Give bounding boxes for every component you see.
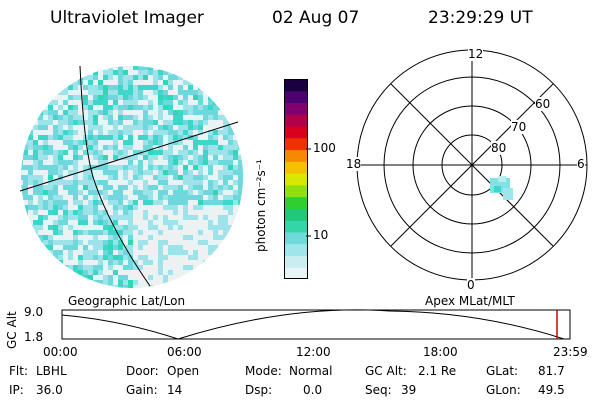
lat-label-80: 80 xyxy=(491,141,507,155)
latitude-parallel-line xyxy=(19,121,239,192)
gc-alt-value: 2.1 Re xyxy=(418,364,457,378)
timeline-xtick-1200: 12:00 xyxy=(296,345,331,359)
ip-value: 36.0 xyxy=(36,383,63,397)
colorbar-segment xyxy=(284,208,308,221)
apex-label: Apex MLat/MLT xyxy=(425,294,515,308)
ip-label: IP: xyxy=(9,383,24,397)
polar-mlat-mlt-plot xyxy=(356,49,588,281)
mlt-label-6: 6 xyxy=(577,157,585,171)
seq-label: Seq: xyxy=(365,383,392,397)
timeline-xtick-2359: 23:59 xyxy=(553,345,588,359)
colorbar xyxy=(284,79,308,279)
colorbar-segment xyxy=(284,196,308,209)
colorbar-segment xyxy=(284,137,308,151)
colorbar-segment xyxy=(284,149,308,162)
colorbar-segment xyxy=(284,79,308,92)
mlt-diagonal-2 xyxy=(390,83,554,247)
timeline-ytick-min: 1.8 xyxy=(24,330,44,344)
colorbar-segment xyxy=(284,161,308,174)
time-label: 23:29:29 UT xyxy=(428,8,533,28)
uv-earth-image xyxy=(19,65,243,288)
altitude-timeline xyxy=(61,309,571,340)
date-label: 02 Aug 07 xyxy=(272,8,360,28)
flt-value: LBHL xyxy=(36,364,67,378)
gc-alt-label: GC Alt: xyxy=(365,364,407,378)
longitude-meridian-line xyxy=(79,65,151,287)
gain-value: 14 xyxy=(167,383,183,397)
instrument-title: Ultraviolet Imager xyxy=(50,8,204,28)
gain-label: Gain: xyxy=(126,383,158,397)
colorbar-ticks xyxy=(306,148,311,237)
glon-value: 49.5 xyxy=(538,383,565,397)
flt-label: Flt: xyxy=(9,364,28,378)
glon-label: GLon: xyxy=(486,383,521,397)
mode-label: Mode: xyxy=(245,364,282,378)
colorbar-segment xyxy=(284,173,308,186)
mlt-label-12: 12 xyxy=(468,47,484,61)
timeline-ylabel: GC Alt xyxy=(5,311,19,349)
colorbar-tick-100: 100 xyxy=(313,141,336,155)
seq-value: 39 xyxy=(401,383,417,397)
dsp-label: Dsp: xyxy=(245,383,273,397)
colorbar-segment xyxy=(284,102,308,115)
door-value: Open xyxy=(167,364,200,378)
dsp-value: 0.0 xyxy=(303,383,323,397)
timeline-xtick-0600: 06:00 xyxy=(167,345,202,359)
timeline-xtick-1800: 18:00 xyxy=(423,345,458,359)
lat-label-70: 70 xyxy=(511,120,527,134)
glat-label: GLat: xyxy=(486,364,519,378)
door-label: Door: xyxy=(126,364,159,378)
colorbar-segment xyxy=(284,231,308,245)
mode-value: Normal xyxy=(289,364,333,378)
lat-label-60: 60 xyxy=(535,97,551,111)
mlt-label-18: 18 xyxy=(346,157,362,171)
colorbar-segment xyxy=(284,255,308,268)
geographic-label: Geographic Lat/Lon xyxy=(68,294,186,308)
altitude-curve xyxy=(61,309,565,340)
colorbar-segment xyxy=(284,243,308,256)
colorbar-segment xyxy=(284,126,308,139)
timeline-ytick-max: 9.0 xyxy=(24,305,44,319)
glat-value: 81.7 xyxy=(538,364,565,378)
colorbar-unit-label: photon cm⁻²s⁻¹ xyxy=(254,159,268,252)
colorbar-segment xyxy=(284,220,308,233)
colorbar-segment xyxy=(284,90,308,104)
colorbar-segment xyxy=(284,114,308,127)
colorbar-segment xyxy=(284,267,308,279)
auroral-patch xyxy=(490,176,513,200)
colorbar-segment xyxy=(284,184,308,198)
mlt-label-0: 0 xyxy=(467,278,475,292)
timeline-xtick-0000: 00:00 xyxy=(43,345,78,359)
colorbar-tick-10: 10 xyxy=(313,228,329,242)
